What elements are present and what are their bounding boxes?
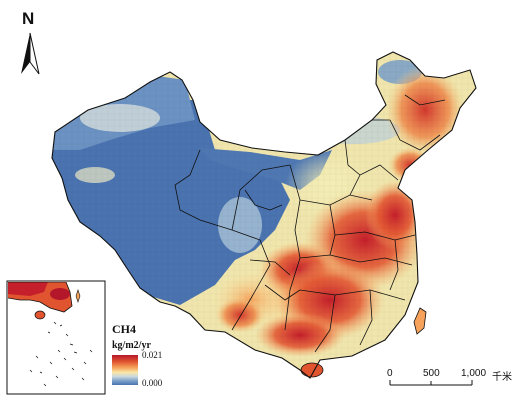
legend-unit: kg/m2/yr (112, 340, 151, 351)
scale-label-500: 500 (423, 368, 440, 379)
scale-unit: 千米 (492, 372, 512, 383)
hainan-island (300, 362, 324, 378)
legend-color-ramp (112, 355, 138, 385)
legend-max-label: 0.021 (142, 350, 163, 360)
north-arrow-letter: N (22, 9, 35, 28)
china-raster (52, 52, 476, 378)
taiwan-island (413, 307, 427, 335)
china-outline (51, 51, 477, 379)
scale-label-0: 0 (387, 368, 393, 379)
scale-label-1000: 1,000 (461, 368, 487, 379)
legend-min-label: 0.000 (142, 378, 163, 388)
south-china-sea-inset (6, 280, 106, 395)
legend-title: CH4 (112, 322, 136, 336)
province-boundaries (174, 94, 446, 353)
north-arrow-icon (21, 32, 40, 75)
scale-bar (389, 380, 473, 386)
